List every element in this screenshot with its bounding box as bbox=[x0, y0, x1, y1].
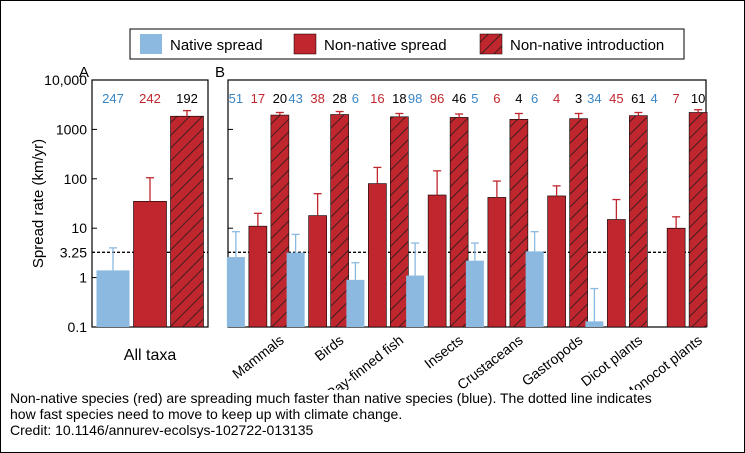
bar-dicot-plants-native bbox=[585, 321, 604, 327]
legend-swatch-non-native-spread bbox=[293, 33, 317, 55]
bar-monocot-plants-intro bbox=[688, 112, 708, 328]
legend-label-non-native-spread: Non-native spread bbox=[324, 37, 447, 54]
bar-ray-finned-fish-nonnative bbox=[368, 183, 387, 328]
y-tick-label-3-25: 3.25 bbox=[60, 244, 87, 260]
category-label-mammals: Mammals bbox=[229, 332, 287, 382]
category-label-insects: Insects bbox=[421, 332, 466, 372]
bar-all-taxa-nonnative bbox=[133, 201, 167, 328]
count-label-birds-native: 43 bbox=[288, 91, 302, 106]
bar-birds-intro bbox=[330, 114, 349, 328]
bar-dicot-plants-nonnative bbox=[607, 219, 626, 328]
count-label-all-taxa-native: 247 bbox=[102, 91, 124, 106]
count-label-all-taxa-intro: 192 bbox=[176, 91, 198, 106]
legend-box bbox=[129, 28, 685, 60]
category-label-crustaceans: Crustaceans bbox=[454, 332, 526, 390]
bar-mammals-native bbox=[226, 257, 245, 327]
bar-birds-native bbox=[286, 252, 305, 327]
caption: Non-native species (red) are spreading m… bbox=[10, 390, 735, 438]
caption-credit: Credit: 10.1146/annurev-ecolsys-102722-0… bbox=[10, 422, 314, 438]
count-label-mammals-nonnative: 17 bbox=[251, 91, 265, 106]
count-label-ray-finned-fish-nonnative: 16 bbox=[370, 91, 384, 106]
y-tick-label-0-1: 0.1 bbox=[68, 319, 88, 335]
category-label-all-taxa: All taxa bbox=[124, 347, 177, 364]
bar-all-taxa-intro bbox=[170, 115, 204, 328]
bar-crustaceans-native bbox=[465, 260, 484, 327]
bar-ray-finned-fish-intro bbox=[390, 116, 409, 328]
bar-insects-native bbox=[406, 275, 425, 327]
count-label-birds-nonnative: 38 bbox=[310, 91, 324, 106]
count-label-birds-intro: 28 bbox=[332, 91, 346, 106]
count-label-gastropods-native: 6 bbox=[531, 91, 538, 106]
count-label-monocot-plants-native: 4 bbox=[651, 91, 658, 106]
y-axis-label: Spread rate (km/yr) bbox=[30, 139, 47, 268]
count-label-insects-nonnative: 96 bbox=[430, 91, 444, 106]
spread-rate-chart: Native spread Non-native spread Non-native… bbox=[30, 28, 708, 390]
count-label-gastropods-nonnative: 4 bbox=[553, 91, 560, 106]
category-label-birds: Birds bbox=[311, 332, 346, 364]
bar-ray-finned-fish-native bbox=[346, 279, 365, 327]
panel-label-a: A bbox=[79, 64, 89, 81]
legend-swatch-native-spread bbox=[140, 34, 162, 54]
y-tick-label-1: 1 bbox=[79, 270, 87, 286]
count-label-crustaceans-intro: 4 bbox=[515, 91, 522, 106]
count-label-crustaceans-nonnative: 6 bbox=[493, 91, 500, 106]
count-label-dicot-plants-nonnative: 45 bbox=[609, 91, 623, 106]
count-label-mammals-native: 51 bbox=[229, 91, 243, 106]
count-label-insects-native: 98 bbox=[408, 91, 422, 106]
count-label-monocot-plants-nonnative: 7 bbox=[673, 91, 680, 106]
legend-label-non-native-introduction: Non-native introduction bbox=[510, 37, 664, 54]
category-label-gastropods: Gastropods bbox=[519, 332, 586, 389]
count-label-crustaceans-native: 5 bbox=[471, 91, 478, 106]
y-tick-label-10: 10 bbox=[71, 220, 87, 236]
bar-mammals-intro bbox=[270, 114, 290, 328]
y-tick-label-100: 100 bbox=[64, 171, 88, 187]
legend-swatch-non-native-introduction bbox=[479, 33, 503, 55]
count-label-ray-finned-fish-intro: 18 bbox=[392, 91, 406, 106]
count-label-dicot-plants-intro: 61 bbox=[631, 91, 645, 106]
bar-dicot-plants-intro bbox=[629, 115, 648, 328]
bar-gastropods-nonnative bbox=[547, 195, 566, 328]
bar-crustaceans-nonnative bbox=[487, 197, 507, 328]
bar-insects-nonnative bbox=[427, 194, 447, 328]
labels: Spread rate (km/yr) 0.1 1 3.25 10 100 1000 10,0… bbox=[30, 64, 705, 390]
bar-gastropods-native bbox=[525, 251, 544, 327]
legend-label-native-spread: Native spread bbox=[170, 37, 263, 54]
count-label-gastropods-intro: 3 bbox=[575, 91, 582, 106]
count-label-dicot-plants-native: 34 bbox=[587, 91, 601, 106]
panel-label-b: B bbox=[215, 64, 225, 81]
bar-monocot-plants-nonnative bbox=[666, 227, 686, 328]
bar-all-taxa-native bbox=[96, 270, 130, 327]
bar-gastropods-intro bbox=[569, 118, 588, 328]
y-tick-label-10-000: 10,000 bbox=[44, 72, 87, 88]
bar-birds-nonnative bbox=[308, 215, 327, 328]
count-label-monocot-plants-intro: 10 bbox=[691, 91, 705, 106]
y-tick-label-1000: 1000 bbox=[56, 121, 87, 137]
bar-crustaceans-intro bbox=[509, 119, 529, 328]
caption-line-1: Non-native species (red) are spreading m… bbox=[10, 390, 652, 406]
caption-line-2: how fast species need to move to keep up… bbox=[10, 406, 403, 422]
count-label-insects-intro: 46 bbox=[452, 91, 466, 106]
count-label-ray-finned-fish-native: 6 bbox=[352, 91, 359, 106]
bar-insects-intro bbox=[449, 117, 469, 328]
count-label-mammals-intro: 20 bbox=[273, 91, 287, 106]
legend: Native spread Non-native spread Non-native… bbox=[129, 28, 685, 60]
bars bbox=[96, 109, 708, 328]
count-label-all-taxa-nonnative: 242 bbox=[139, 91, 161, 106]
bar-mammals-nonnative bbox=[248, 225, 268, 328]
